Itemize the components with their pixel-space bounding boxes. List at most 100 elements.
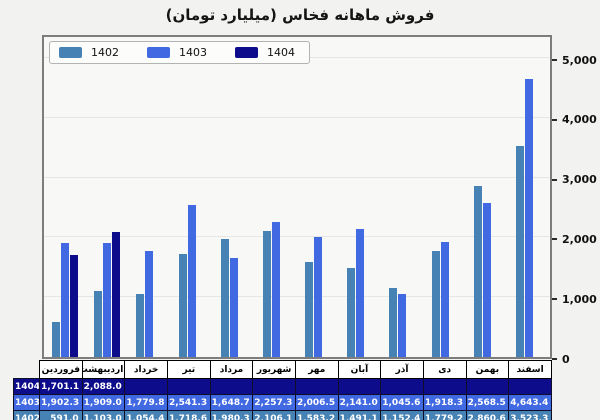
- month-header-6: شهریور: [252, 360, 296, 379]
- y-tick-mark: [552, 238, 557, 241]
- value-1402-month-9: 1,152.4: [380, 410, 424, 420]
- bar-1403-month-6: [271, 222, 280, 357]
- y-tick-1,000: 1,000: [552, 291, 597, 307]
- month-header-1: فروردین: [39, 360, 83, 379]
- bar-1402-month-9: [389, 288, 398, 357]
- bar-1402-month-10: [431, 250, 440, 357]
- y-tick-label: 5,000: [562, 53, 597, 67]
- bar-1402-month-8: [347, 267, 356, 357]
- bar-1403-month-3: [145, 250, 154, 357]
- value-1402-month-12: 3,523.3: [508, 410, 552, 420]
- month-header-12: اسفند: [508, 360, 552, 379]
- value-1404-month-9: [380, 378, 424, 395]
- value-1402-month-5: 1,980.3: [209, 410, 254, 420]
- month-header-4: تیر: [166, 360, 211, 379]
- value-1403-month-12: 4,643.4: [508, 394, 552, 411]
- y-tick-label: 4,000: [562, 113, 597, 127]
- bar-group-2: [86, 37, 128, 357]
- bar-1404-month-2: [112, 232, 121, 357]
- value-1404-month-5: [209, 378, 254, 395]
- bar-1403-month-5: [229, 258, 238, 357]
- value-1404-month-2: 2,088.0: [81, 378, 126, 395]
- plot-area: 1402 1403 1404: [42, 35, 552, 359]
- value-1404-month-7: [294, 378, 339, 395]
- year-label-1403: 1403: [13, 394, 40, 411]
- bar-1403-month-7: [314, 237, 323, 357]
- legend-label-1402: 1402: [91, 46, 119, 59]
- month-header-10: دی: [422, 360, 467, 379]
- bar-group-3: [128, 37, 170, 357]
- year-label-1404: 1404: [13, 378, 40, 395]
- bar-1402-month-5: [220, 238, 229, 357]
- legend-swatch-1404: [235, 47, 258, 58]
- value-1404-month-3: [124, 378, 168, 395]
- bar-group-5: [213, 37, 255, 357]
- bar-1402-month-2: [94, 291, 103, 357]
- bar-1402-month-12: [515, 146, 524, 357]
- bar-group-10: [424, 37, 466, 357]
- y-tick-label: 1,000: [562, 292, 597, 306]
- value-1404-month-4: [166, 378, 211, 395]
- data-table: فروردین اردیبهشت خرداد تیر مرداد شهریور مهر آبا…: [13, 360, 552, 420]
- bar-1402-month-6: [262, 231, 271, 357]
- month-header-5: مرداد: [209, 360, 254, 379]
- month-header-11: بهمن: [465, 360, 510, 379]
- bar-1403-month-2: [103, 242, 112, 357]
- legend: 1402 1403 1404: [49, 41, 310, 64]
- bar-1403-month-1: [61, 243, 70, 357]
- y-tick-mark: [552, 118, 557, 121]
- table-corner-cell: [14, 361, 40, 379]
- value-1402-month-7: 1,583.2: [294, 410, 339, 420]
- gridline: [44, 296, 550, 298]
- bar-1403-month-9: [398, 294, 407, 357]
- y-tick-mark: [552, 298, 557, 301]
- legend-entry-1404: 1404: [235, 46, 295, 59]
- value-1403-month-2: 1,909.0: [81, 394, 126, 411]
- value-1402-month-11: 2,860.6: [465, 410, 510, 420]
- bar-1402-month-4: [178, 254, 187, 357]
- bar-1403-month-8: [356, 228, 365, 357]
- value-1402-month-3: 1,054.4: [124, 410, 168, 420]
- value-1404-month-11: [465, 378, 510, 395]
- legend-entry-1403: 1403: [147, 46, 207, 59]
- bar-group-11: [466, 37, 508, 357]
- bar-group-7: [297, 37, 339, 357]
- gridline: [44, 236, 550, 238]
- legend-entry-1402: 1402: [59, 46, 119, 59]
- y-tick-4,000: 4,000: [552, 112, 597, 128]
- y-tick-3,000: 3,000: [552, 172, 597, 188]
- value-1403-month-10: 1,918.3: [422, 394, 467, 411]
- chart-title: فروش ماهانه فخاس (میلیارد تومان): [165, 6, 435, 24]
- value-1403-month-3: 1,779.8: [124, 394, 168, 411]
- value-1403-month-9: 1,045.6: [380, 394, 424, 411]
- bar-1403-month-12: [524, 79, 533, 357]
- y-tick-mark: [552, 358, 557, 360]
- bar-group-8: [339, 37, 381, 357]
- gridline: [44, 176, 550, 178]
- bar-group-9: [381, 37, 423, 357]
- y-tick-label: 3,000: [562, 173, 597, 187]
- bar-1403-month-4: [187, 205, 196, 357]
- legend-label-1404: 1404: [267, 46, 295, 59]
- value-1403-month-11: 2,568.5: [465, 394, 510, 411]
- gridline: [44, 116, 550, 118]
- y-tick-mark: [552, 59, 557, 61]
- bar-group-12: [508, 37, 550, 357]
- y-tick-0: 0: [552, 351, 570, 367]
- table-row-1402: 1402 591.0 1,103.0 1,054.4 1,718.6 1,980.3 2,1…: [13, 410, 552, 420]
- bar-1403-month-11: [482, 203, 491, 357]
- bar-groups: [44, 37, 550, 357]
- value-1403-month-6: 2,257.3: [252, 394, 296, 411]
- year-label-1402: 1402: [13, 410, 40, 420]
- y-axis: 0 1,000 2,000 3,000 4,000 5,000: [552, 35, 600, 366]
- value-1403-month-1: 1,902.3: [39, 394, 83, 411]
- value-1404-month-10: [422, 378, 467, 395]
- value-1402-month-10: 1,779.2: [422, 410, 467, 420]
- month-header-9: آذر: [380, 360, 424, 379]
- bar-1402-month-3: [136, 293, 145, 357]
- value-1404-month-6: [252, 378, 296, 395]
- value-1402-month-8: 1,491.1: [337, 410, 382, 420]
- y-tick-label: 2,000: [562, 232, 597, 246]
- table-row-1404: 1404 1,701.1 2,088.0: [13, 378, 552, 395]
